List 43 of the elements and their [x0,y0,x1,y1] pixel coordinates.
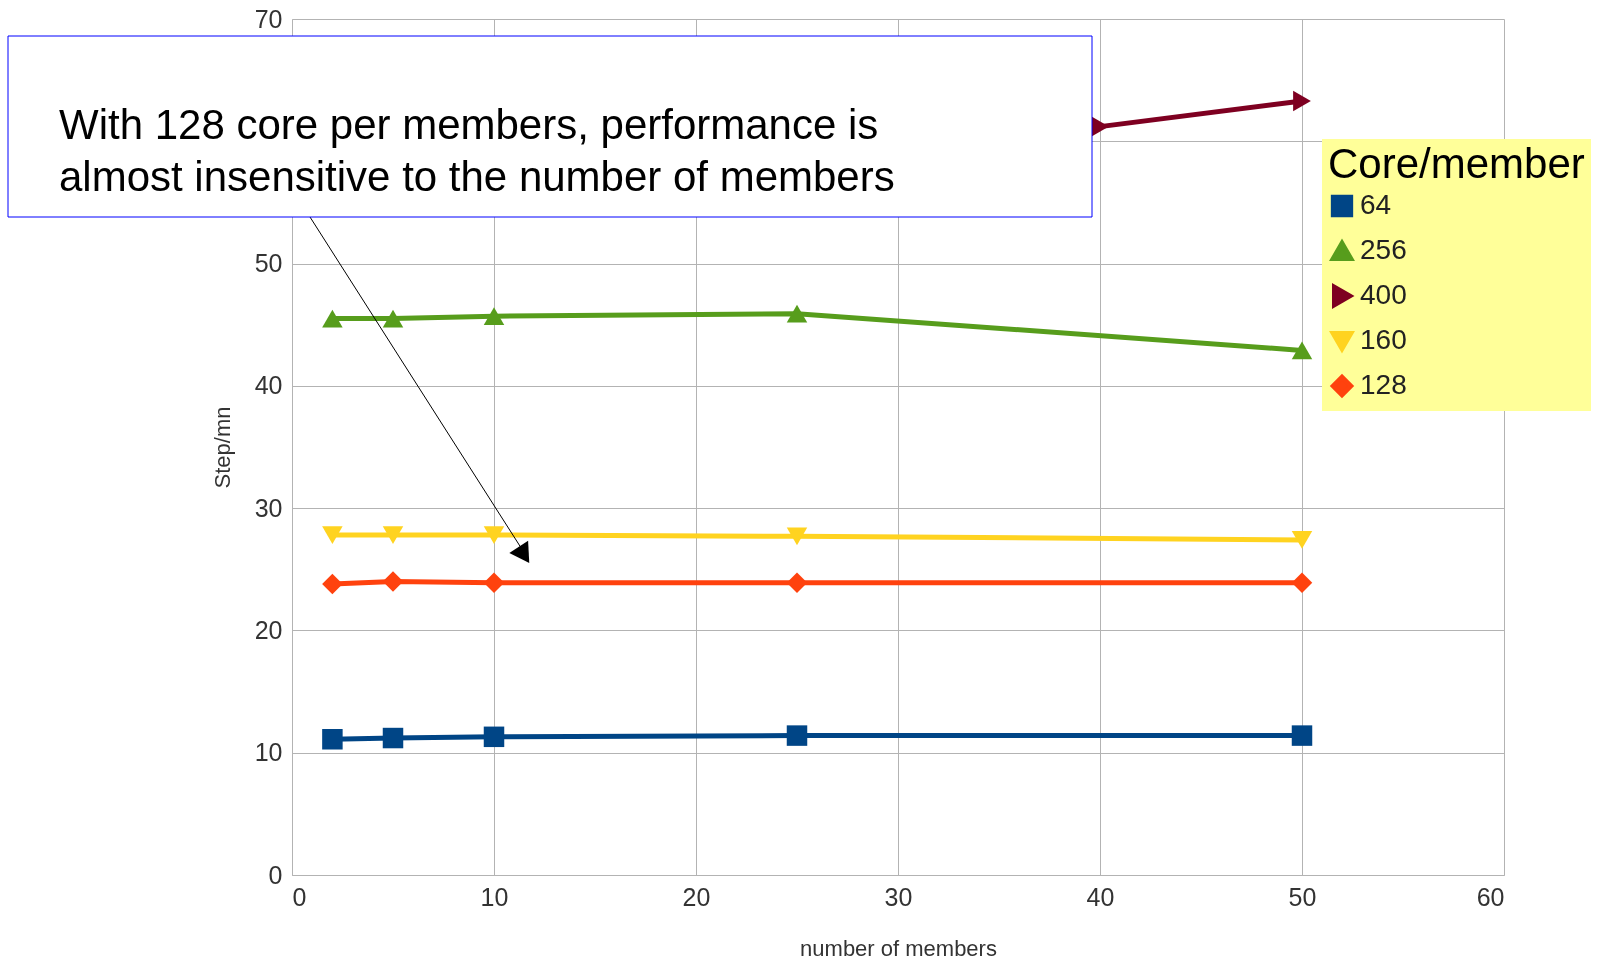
x-tick-label: 50 [1288,882,1317,911]
y-tick-label: 40 [254,371,283,400]
legend-title: Core/member [1328,140,1585,187]
legend-label: 256 [1360,234,1407,265]
point [1291,531,1313,549]
point [483,307,505,326]
point [322,729,343,750]
y-tick-label: 30 [254,493,283,522]
point [382,571,404,592]
y-tick-label: 20 [254,615,283,644]
legend-label: 160 [1360,324,1407,355]
point [322,573,343,595]
point [483,526,505,544]
point [1291,341,1313,360]
point [382,526,404,544]
y-tick-label: 70 [254,4,283,33]
point [786,572,808,593]
point [322,526,343,544]
point [1291,725,1313,746]
y-tick-label: 0 [268,860,283,889]
x-tick-label: 20 [682,882,711,911]
point [382,309,404,328]
point [322,309,343,328]
y-tick-label: 10 [254,738,283,767]
x-tick-label: 0 [292,882,307,911]
legend-label: 400 [1360,279,1407,310]
point [786,527,808,546]
legend-label: 128 [1360,369,1407,400]
x-axis-title: number of members [800,935,997,961]
point [382,727,404,749]
point [483,572,505,593]
y-tick-label: 50 [254,249,283,278]
x-tick-label: 60 [1476,882,1505,911]
point [483,726,505,748]
point [786,304,808,323]
x-tick-label: 30 [884,882,913,911]
annotation: With 128 core per members, performance is almost insensitive to the number of members [59,101,895,200]
point [1291,572,1313,593]
y-axis-title: Step/mn [209,406,235,489]
x-tick-label: 10 [480,882,509,911]
x-tick-label: 40 [1086,882,1115,911]
point [786,725,808,746]
legend-label: 64 [1360,189,1392,220]
